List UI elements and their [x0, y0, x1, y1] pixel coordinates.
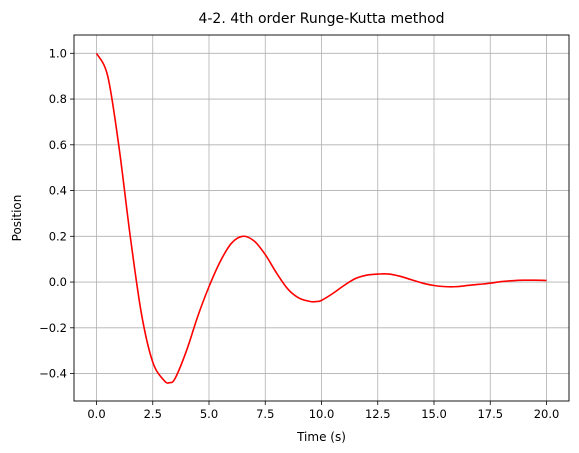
grid-lines	[74, 35, 569, 401]
x-tick-label: 0.0	[87, 407, 105, 421]
y-tick-label: 1.0	[49, 46, 67, 60]
y-tick-label: 0.6	[49, 138, 67, 152]
y-tick-label: 0.0	[49, 275, 67, 289]
x-axis-label: Time (s)	[296, 430, 346, 444]
x-tick-label: 17.5	[477, 407, 503, 421]
x-tick-label: 15.0	[421, 407, 447, 421]
chart-title: 4-2. 4th order Runge-Kutta method	[198, 11, 444, 27]
x-tick-label: 20.0	[534, 407, 560, 421]
plot-frame	[73, 34, 570, 402]
y-tick-label: −0.2	[39, 321, 67, 335]
y-axis-ticks: −0.4 −0.2 0.0 0.2 0.4 0.6 0.8 1.0	[39, 46, 74, 381]
y-tick-label: 0.4	[49, 184, 67, 198]
y-axis-label: Position	[10, 195, 24, 242]
x-tick-label: 2.5	[144, 407, 162, 421]
x-tick-label: 10.0	[309, 407, 335, 421]
x-tick-label: 7.5	[256, 407, 274, 421]
x-tick-label: 5.0	[200, 407, 218, 421]
y-tick-label: 0.2	[49, 229, 67, 243]
y-tick-label: 0.8	[49, 92, 67, 106]
x-axis-ticks: 0.0 2.5 5.0 7.5 10.0 12.5 15.0 17.5 20.0	[87, 401, 559, 421]
position-series-line	[95, 52, 547, 384]
x-tick-label: 12.5	[365, 407, 391, 421]
y-tick-label: −0.4	[39, 367, 67, 381]
